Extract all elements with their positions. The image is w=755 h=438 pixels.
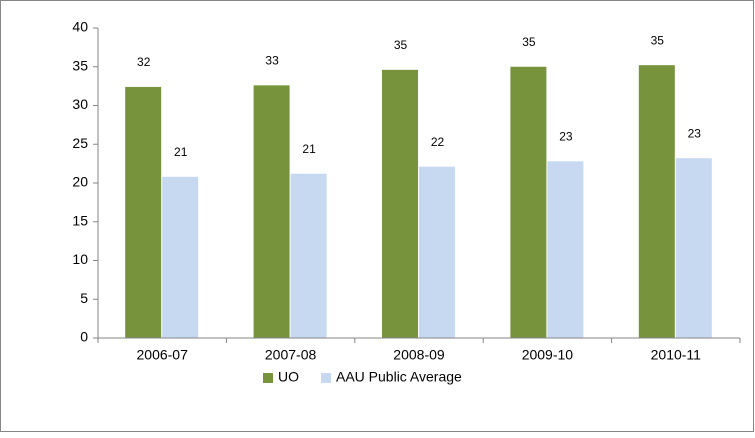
data-label: 35 bbox=[394, 38, 408, 52]
bar bbox=[547, 161, 584, 338]
y-tick-label: 25 bbox=[72, 135, 88, 151]
data-label: 33 bbox=[265, 54, 279, 68]
y-tick-label: 5 bbox=[80, 290, 88, 306]
bar bbox=[675, 158, 712, 338]
y-tick-label: 0 bbox=[80, 329, 88, 345]
legend-swatch bbox=[263, 373, 273, 383]
x-tick-label: 2008-09 bbox=[393, 347, 445, 363]
data-label: 32 bbox=[137, 55, 151, 69]
y-tick-label: 30 bbox=[72, 96, 88, 112]
data-label: 21 bbox=[302, 142, 316, 156]
bar bbox=[162, 176, 199, 338]
data-label: 23 bbox=[559, 129, 573, 143]
bar bbox=[510, 66, 547, 338]
bar bbox=[290, 173, 327, 338]
bar bbox=[382, 69, 418, 338]
data-label: 35 bbox=[522, 35, 536, 49]
data-label: 22 bbox=[431, 135, 445, 149]
data-label: 23 bbox=[688, 126, 702, 140]
data-label: 35 bbox=[651, 33, 665, 47]
bar bbox=[638, 65, 675, 338]
bar bbox=[419, 166, 455, 338]
x-tick-label: 2009-10 bbox=[522, 347, 574, 363]
legend-label: UO bbox=[278, 369, 299, 385]
bar bbox=[125, 86, 162, 339]
y-tick-label: 20 bbox=[72, 174, 88, 190]
legend-label: AAU Public Average bbox=[336, 369, 462, 385]
data-label: 21 bbox=[174, 145, 188, 159]
y-tick-label: 35 bbox=[72, 57, 88, 73]
y-tick-label: 15 bbox=[72, 212, 88, 228]
y-tick-label: 40 bbox=[72, 19, 88, 35]
x-tick-label: 2006-07 bbox=[137, 347, 189, 363]
x-tick-label: 2010-11 bbox=[651, 347, 702, 363]
y-tick-label: 10 bbox=[72, 251, 88, 267]
x-tick-label: 2007-08 bbox=[265, 347, 317, 363]
bar bbox=[253, 85, 290, 338]
legend-swatch bbox=[321, 373, 331, 383]
